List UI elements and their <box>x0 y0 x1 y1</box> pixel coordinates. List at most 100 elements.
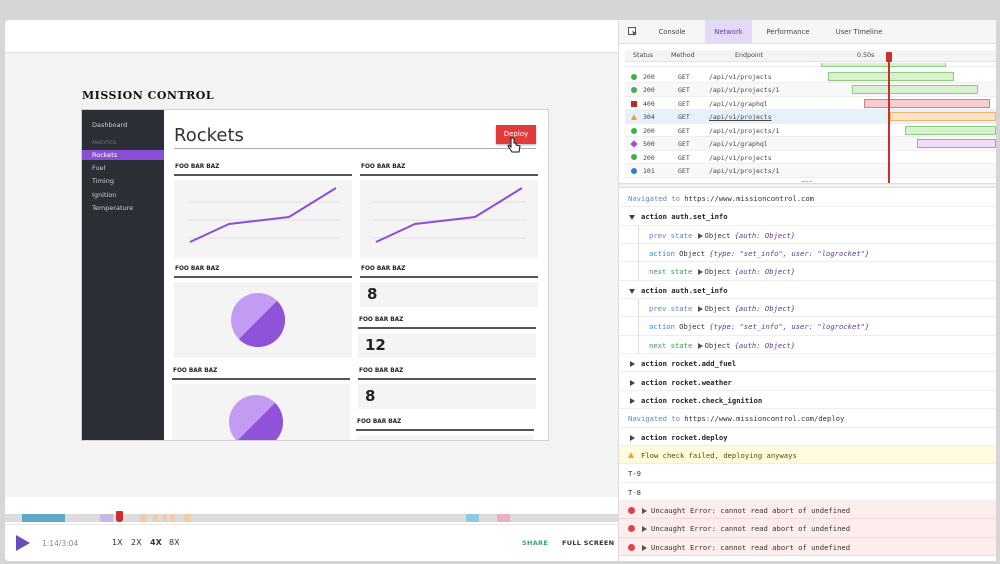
column-header: Status <box>633 52 654 59</box>
time: 1:14/3:04 <box>42 539 79 548</box>
card-chart <box>229 395 284 440</box>
tab[interactable]: Network <box>705 20 752 44</box>
method: GET <box>678 86 690 95</box>
endpoint: /api/v1/graphql <box>709 140 768 149</box>
console-row <box>619 445 996 465</box>
timeline[interactable] <box>5 514 618 522</box>
nav-link[interactable]: Dashboard <box>92 121 128 129</box>
card-value: 8 <box>365 387 376 405</box>
state-key: prev state <box>649 230 693 240</box>
deploy-button[interactable]: Deploy <box>496 125 536 144</box>
column-header: 0.50s <box>857 52 875 59</box>
disclosure-arrow <box>697 306 703 313</box>
indent-guide <box>638 317 639 336</box>
method: GET <box>678 140 690 149</box>
state-body: {auth: Object} <box>734 340 796 350</box>
console-row <box>619 464 996 483</box>
action-name: action auth.set_info <box>641 285 728 295</box>
timeline-event <box>140 514 147 522</box>
error-icon <box>628 506 635 514</box>
trend-line <box>375 187 523 243</box>
nav-link[interactable]: Ignition <box>92 190 117 199</box>
disclosure-arrow <box>642 544 647 551</box>
card-chart <box>188 187 340 243</box>
card-rule <box>360 276 538 278</box>
speed-option[interactable]: 8X <box>169 538 180 547</box>
share-button[interactable]: SHARE <box>522 539 549 547</box>
card-box <box>174 180 352 258</box>
page-title: Rockets <box>174 125 244 146</box>
title-rule <box>174 148 536 149</box>
nav-link[interactable]: Timing <box>92 177 114 186</box>
splitter-grip <box>802 181 812 184</box>
console-row <box>619 354 996 373</box>
timing-bar <box>828 72 954 81</box>
endpoint: /api/v1/projects/1 <box>709 167 780 176</box>
network-row[interactable] <box>625 123 996 138</box>
fullscreen-button[interactable]: FULL SCREEN <box>562 539 615 547</box>
play-button[interactable] <box>15 534 31 552</box>
nav-link[interactable]: Fuel <box>92 163 106 172</box>
endpoint: /api/v1/graphql <box>709 99 768 108</box>
action-name: action auth.set_info <box>641 212 728 222</box>
speed-option[interactable]: 1X <box>112 538 123 547</box>
method: GET <box>678 153 690 162</box>
nav-label: Navigated to <box>628 194 680 203</box>
brand: MISSION CONTROL <box>82 89 215 102</box>
status-icon <box>631 167 637 174</box>
log-text: T-9 <box>628 469 641 479</box>
console-row <box>619 244 996 263</box>
state-body: {type: "set_info", user: "logrocket"} <box>709 322 870 332</box>
splitter[interactable] <box>619 183 996 188</box>
card-label: FOO BAR BAZ <box>361 164 406 170</box>
network-row[interactable] <box>625 150 996 165</box>
console-row <box>619 280 996 300</box>
timing-bar <box>852 85 978 95</box>
table-header <box>625 50 996 62</box>
console-row <box>619 189 996 208</box>
state-body: {auth: Object} <box>734 304 796 314</box>
nav-link[interactable]: Rockets <box>82 150 164 160</box>
card-rule <box>172 378 350 380</box>
playhead[interactable] <box>116 511 123 522</box>
card-box <box>360 180 538 258</box>
state-body: {type: "set_info", user: "logrocket"} <box>709 249 870 259</box>
timeline-event <box>100 514 113 522</box>
card-label: FOO BAR BAZ <box>175 164 220 170</box>
card-label: FOO BAR BAZ <box>361 266 406 272</box>
console-row <box>619 225 996 245</box>
tab[interactable]: Performance <box>766 28 810 36</box>
card-rule <box>174 276 352 278</box>
timing-bar <box>905 125 996 135</box>
speed-option[interactable]: 2X <box>131 538 142 547</box>
tab[interactable]: Console <box>658 28 686 36</box>
nav-label: Navigated to <box>628 414 680 424</box>
state-object: Object <box>679 249 706 259</box>
status: 500 <box>643 140 655 149</box>
partial-row <box>625 62 996 67</box>
nav-section: ANALYTICS <box>92 140 117 145</box>
method: GET <box>678 113 690 122</box>
inspect-icon[interactable] <box>628 27 638 37</box>
console-row <box>619 500 996 520</box>
speed-option[interactable]: 4X <box>150 538 162 547</box>
trend-line <box>189 187 337 243</box>
state-body: {auth: Object} <box>734 267 796 277</box>
tab[interactable]: User Timeline <box>835 28 883 36</box>
card-value: 12 <box>365 336 386 354</box>
network-row[interactable] <box>625 137 996 151</box>
card-label: FOO BAR BAZ <box>175 266 220 272</box>
state-key: action <box>649 322 675 332</box>
nav-url: https://www.missioncontrol.com/deploy <box>684 414 845 424</box>
timeline-event <box>466 514 479 522</box>
network-row[interactable] <box>625 164 996 178</box>
timing-bar <box>864 98 990 108</box>
error-text: Uncaught Error: cannot read abort of und… <box>651 542 851 552</box>
column-header: Endpoint <box>735 52 764 59</box>
action-name: action rocket.deploy <box>641 432 728 442</box>
tab-bar <box>619 20 996 44</box>
console-row <box>619 409 996 428</box>
status: 200 <box>643 73 655 81</box>
disclosure-arrow <box>629 288 635 294</box>
nav-link[interactable]: Temperature <box>92 204 134 213</box>
